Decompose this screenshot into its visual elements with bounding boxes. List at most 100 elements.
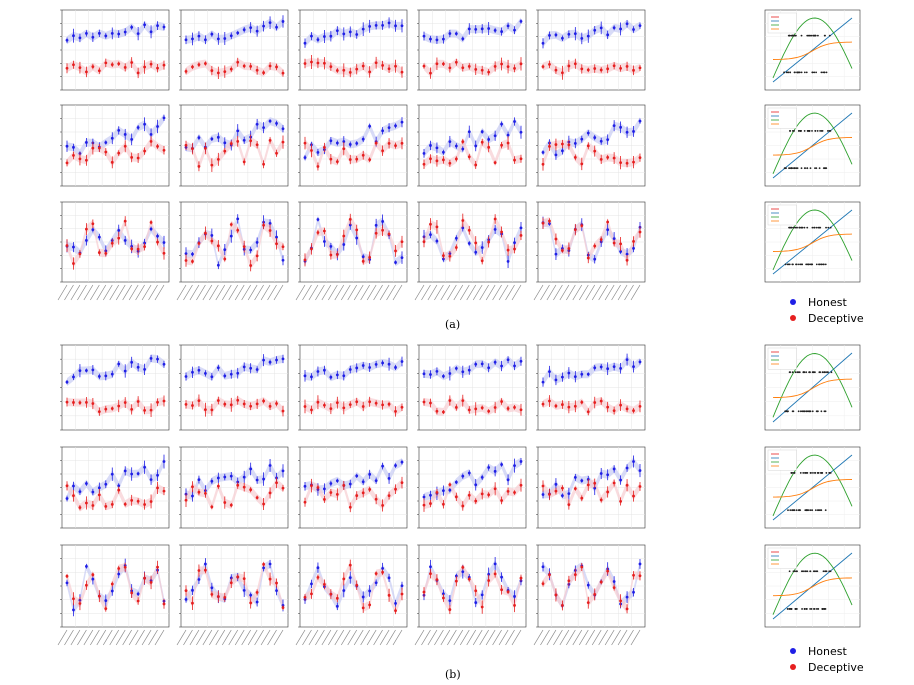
polynomial-fit-curve <box>772 112 853 174</box>
deceptive-point <box>216 244 220 248</box>
deceptive-point <box>387 141 391 145</box>
honest-point <box>612 26 616 30</box>
deceptive-point <box>619 599 622 603</box>
regression-plot-b-r3 <box>764 544 861 628</box>
deceptive-point <box>78 66 82 70</box>
deceptive-point <box>355 400 359 404</box>
honest-point <box>500 575 503 579</box>
deceptive-point <box>422 590 426 594</box>
honest-point <box>130 360 134 364</box>
x-category-tick-label <box>353 629 364 646</box>
deceptive-point <box>381 64 384 67</box>
honest-point <box>229 234 233 238</box>
honest-point <box>348 223 352 227</box>
deceptive-confidence-band <box>186 220 283 270</box>
deceptive-point <box>374 572 378 575</box>
deceptive-point <box>110 241 114 245</box>
deceptive-point <box>355 583 359 587</box>
honest-point <box>355 141 359 145</box>
honest-point <box>448 599 452 603</box>
deceptive-point <box>625 607 629 611</box>
scatter-point <box>801 608 803 610</box>
deceptive-point <box>348 71 352 74</box>
honest-point <box>149 30 153 34</box>
x-category-tick-label <box>215 284 226 301</box>
x-category-tick-label <box>109 284 120 301</box>
deceptive-point <box>149 220 153 224</box>
honest-point <box>110 472 114 476</box>
regression-plot-a-r1 <box>764 9 861 91</box>
honest-point <box>519 359 523 363</box>
deceptive-point <box>580 224 584 228</box>
x-category-tick-label <box>373 629 383 646</box>
deceptive-point <box>329 157 333 161</box>
honest-point <box>506 478 510 482</box>
deceptive-point <box>429 401 432 405</box>
honest-point <box>474 250 478 254</box>
honest-point <box>191 37 194 41</box>
deceptive-point <box>422 64 426 68</box>
subplot-b-r2-c4 <box>417 446 527 529</box>
deceptive-point <box>216 595 220 598</box>
x-category-tick-label <box>492 284 502 301</box>
deceptive-point <box>262 399 265 403</box>
scatter-point <box>792 263 794 266</box>
honest-point <box>361 27 365 31</box>
scatter-point <box>814 130 817 132</box>
deceptive-point <box>78 506 82 509</box>
scatter-point <box>815 410 818 413</box>
scatter-point <box>787 71 790 74</box>
deceptive-point <box>506 407 510 410</box>
x-category-tick-label <box>196 629 206 646</box>
honest-confidence-band <box>424 117 521 158</box>
honest-point <box>97 235 101 239</box>
x-category-tick-label <box>115 284 126 301</box>
deceptive-point <box>580 496 584 500</box>
subplot-a-r2-c4 <box>417 104 527 187</box>
deceptive-point <box>548 573 551 577</box>
identity-line <box>772 112 853 179</box>
deceptive-point <box>355 228 359 232</box>
scatter-point <box>825 71 828 74</box>
scatter-point <box>823 371 826 374</box>
identity-line <box>772 552 853 620</box>
x-category-tick-label <box>57 284 68 301</box>
honest-point <box>275 589 278 593</box>
honest-point <box>474 362 478 366</box>
deceptive-point <box>136 247 140 251</box>
subplot-b-r3-c4 <box>414 544 527 646</box>
scatter-point <box>813 226 816 229</box>
honest-point <box>467 130 471 134</box>
scatter-point <box>818 509 821 512</box>
honest-point <box>335 29 339 33</box>
honest-point <box>448 140 452 144</box>
x-category-tick-label <box>115 629 126 646</box>
deceptive-point <box>467 493 471 497</box>
honest-point <box>184 598 188 601</box>
x-category-tick-label <box>624 284 634 301</box>
x-category-tick-label <box>154 629 165 646</box>
deceptive-point <box>255 496 259 499</box>
deceptive-point <box>72 597 75 601</box>
deceptive-point <box>281 140 285 144</box>
honest-point <box>316 218 320 221</box>
scatter-point <box>802 472 805 474</box>
scatter-point <box>827 371 829 374</box>
scatter-point <box>822 263 825 266</box>
subplot-a-r1-c2 <box>179 9 289 91</box>
deceptive-point <box>342 484 346 487</box>
deceptive-point <box>355 67 359 71</box>
honest-point <box>281 20 285 23</box>
x-category-tick-label <box>176 629 187 646</box>
scatter-point <box>792 410 795 413</box>
legend-label: Honest <box>808 295 847 309</box>
subplot-b-r3-c2 <box>176 544 289 646</box>
x-category-tick-label <box>334 284 345 301</box>
scatter-point <box>814 34 817 37</box>
honest-point <box>242 28 246 32</box>
x-category-tick-label <box>315 629 325 646</box>
honest-point <box>223 37 227 40</box>
deceptive-point <box>143 409 147 412</box>
deceptive-point <box>110 407 114 410</box>
deceptive-confidence-band <box>67 137 164 167</box>
